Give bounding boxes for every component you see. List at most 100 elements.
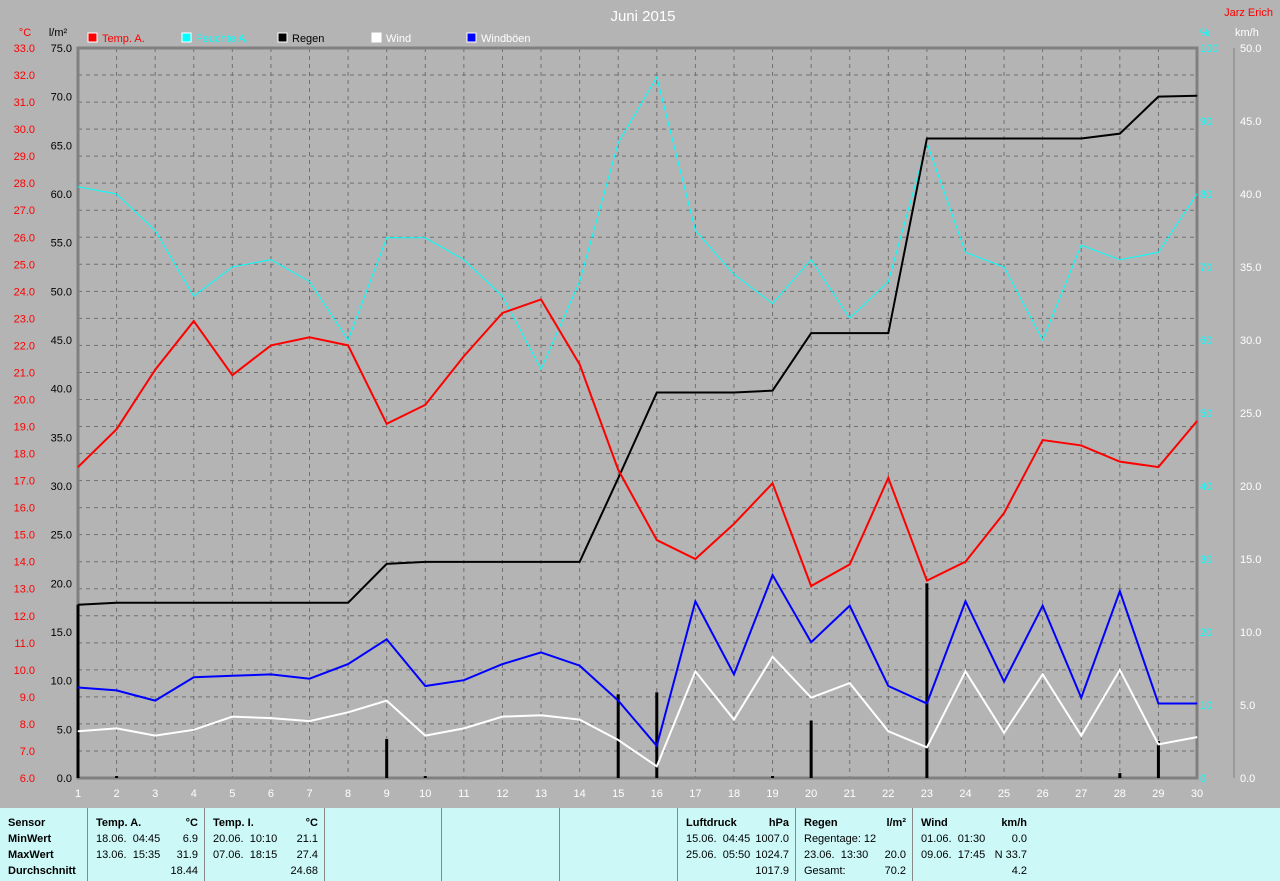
x-tick: 21 xyxy=(844,788,856,800)
rain-axis-tick: 25.0 xyxy=(51,530,72,542)
table-cell: 0.0 xyxy=(1011,833,1027,845)
data-point xyxy=(347,663,349,665)
data-point xyxy=(617,739,619,741)
temp-axis-tick: 20.0 xyxy=(14,394,35,406)
data-point xyxy=(926,138,928,140)
x-tick: 30 xyxy=(1191,788,1203,800)
data-point xyxy=(501,312,503,314)
data-point xyxy=(810,585,812,587)
x-tick: 17 xyxy=(689,788,701,800)
temp-axis-tick: 18.0 xyxy=(14,449,35,461)
data-point xyxy=(424,735,426,737)
table-row: 01.06. 01:30 0.0 xyxy=(921,831,1027,847)
x-tick: 2 xyxy=(114,788,120,800)
humidity-axis-tick: 10 xyxy=(1200,700,1212,712)
rain-axis-tick: 0.0 xyxy=(57,773,72,785)
temp-axis-tick: 19.0 xyxy=(14,422,35,434)
wind-axis-tick: 35.0 xyxy=(1240,262,1261,274)
data-point xyxy=(231,374,233,376)
rain-daily-bar xyxy=(655,692,659,778)
rain-axis-tick: 55.0 xyxy=(51,238,72,250)
table-cell: 4.2 xyxy=(1011,865,1027,877)
data-point xyxy=(810,641,812,643)
data-point xyxy=(347,602,349,604)
data-point xyxy=(116,602,118,604)
data-point xyxy=(926,580,928,582)
table-row: Gesamt: 70.2 xyxy=(804,863,906,879)
data-point xyxy=(887,281,889,283)
table-row: Temp. I. °C xyxy=(213,815,318,831)
rain-axis-tick: 70.0 xyxy=(51,92,72,104)
series-line-feuchte-a- xyxy=(77,75,1198,371)
legend-swatch-2 xyxy=(277,32,288,43)
data-point xyxy=(1119,259,1121,261)
series-line-regen xyxy=(77,94,1198,606)
data-point xyxy=(579,363,581,365)
x-tick: 20 xyxy=(805,788,817,800)
data-point xyxy=(154,700,156,702)
data-point xyxy=(309,720,311,722)
temp-axis-tick: 11.0 xyxy=(14,638,35,650)
temp-axis-tick: 33.0 xyxy=(14,43,35,55)
data-point xyxy=(154,602,156,604)
temp-axis-tick: 29.0 xyxy=(14,151,35,163)
table-cell: 23.06. 13:30 xyxy=(804,849,869,861)
data-point xyxy=(1196,736,1198,738)
series-line-wind xyxy=(77,655,1198,768)
data-point xyxy=(77,186,79,188)
wind-axis-tick: 20.0 xyxy=(1240,481,1261,493)
table-cell: 18.44 xyxy=(170,865,198,877)
series-line-windb-en xyxy=(77,572,1197,748)
x-tick: 19 xyxy=(766,788,778,800)
humidity-axis-tick: 90 xyxy=(1200,116,1212,128)
data-point xyxy=(1003,138,1005,140)
data-point xyxy=(501,561,503,563)
rain-daily-bar xyxy=(1118,773,1122,778)
rain-daily-bar xyxy=(771,776,775,778)
temp-axis-tick: 30.0 xyxy=(14,124,35,136)
data-point xyxy=(733,719,735,721)
data-point xyxy=(463,679,465,681)
data-point xyxy=(116,689,118,691)
data-point xyxy=(579,561,581,563)
wind-axis-tick: 0.0 xyxy=(1240,773,1255,785)
data-point xyxy=(540,561,542,563)
weather-chart: Juni 2015 Jarz Erich6.07.08.09.010.011.01… xyxy=(14,7,1273,800)
table-cell: Durchschnitt xyxy=(8,865,76,877)
rain-daily-bar xyxy=(423,776,427,778)
table-cell: °C xyxy=(185,817,198,829)
table-column: Regen l/m² Regentage: 12 23.06. 13:30 20.0 Ge… xyxy=(796,808,913,881)
table-cell: 21.1 xyxy=(296,833,318,845)
data-point xyxy=(1119,133,1121,135)
wind-axis-tick: 40.0 xyxy=(1240,189,1261,201)
rain-axis-tick: 40.0 xyxy=(51,384,72,396)
data-point xyxy=(579,665,581,667)
data-point xyxy=(1196,193,1198,195)
temp-axis-tick: 22.0 xyxy=(14,340,35,352)
data-point xyxy=(617,469,619,471)
table-row: Luftdruck hPa xyxy=(686,815,789,831)
table-column xyxy=(442,808,560,881)
x-tick: 23 xyxy=(921,788,933,800)
data-point xyxy=(270,602,272,604)
data-point xyxy=(694,600,696,602)
legend-swatch-4 xyxy=(466,32,477,43)
data-point xyxy=(772,574,774,576)
data-point xyxy=(154,735,156,737)
x-tick: 27 xyxy=(1075,788,1087,800)
rain-daily-bar xyxy=(1156,741,1160,778)
table-cell: 07.06. 18:15 xyxy=(213,849,278,861)
data-point xyxy=(656,539,658,541)
table-cell: l/m² xyxy=(886,817,906,829)
table-cell: Sensor xyxy=(8,817,46,829)
rain-axis-tick: 35.0 xyxy=(51,432,72,444)
table-row: 1017.9 xyxy=(686,863,789,879)
temp-axis-tick: 12.0 xyxy=(14,611,35,623)
data-point xyxy=(733,673,735,675)
data-point xyxy=(347,344,349,346)
table-cell: 70.2 xyxy=(884,865,906,877)
table-row: MinWert xyxy=(8,831,81,847)
data-point xyxy=(849,682,851,684)
temp-axis-tick: 23.0 xyxy=(14,313,35,325)
wind-axis-tick: 5.0 xyxy=(1240,700,1255,712)
